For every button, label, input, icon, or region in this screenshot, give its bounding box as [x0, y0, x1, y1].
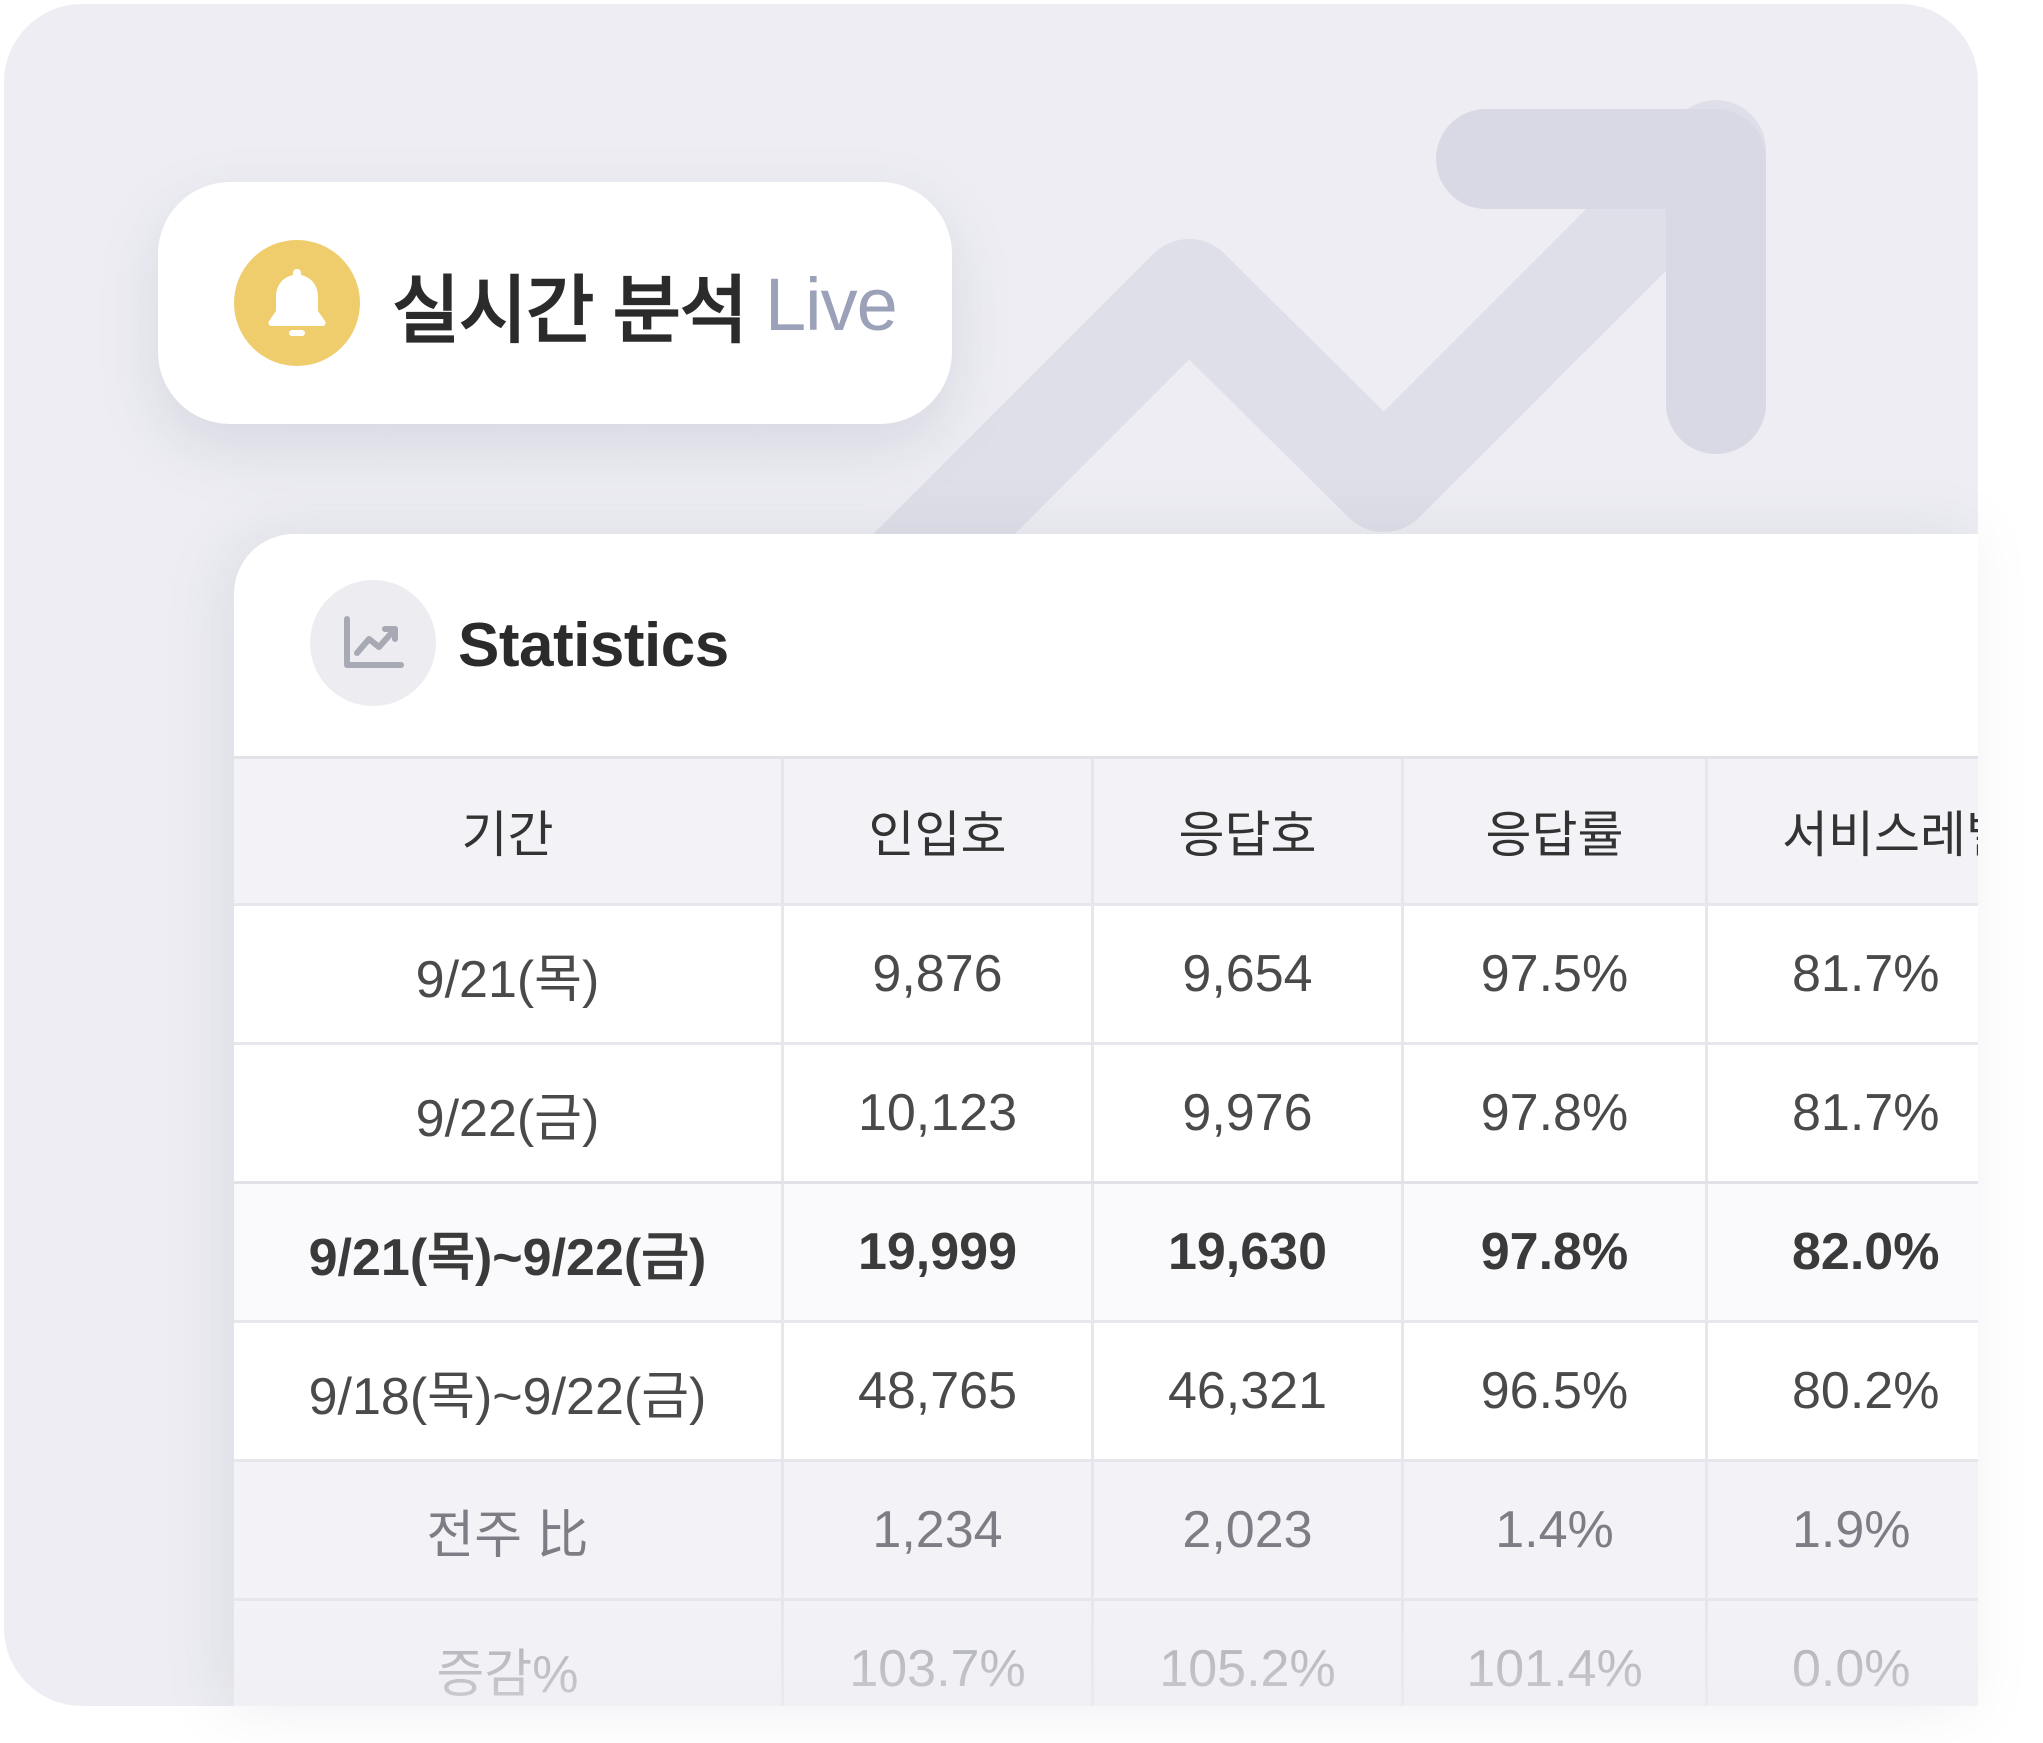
table-cell: 103.7% — [784, 1601, 1094, 1706]
table-cell: 전주 比 — [234, 1462, 784, 1598]
table-header-row: 기간 인입호 응답호 응답률 서비스레벨 — [234, 756, 1978, 903]
table-cell: 1.4% — [1404, 1462, 1708, 1598]
column-header: 서비스레벨 — [1782, 807, 1978, 863]
table-cell: 80.2% — [1792, 1362, 1940, 1420]
table-row-summary: 9/21(목)~9/22(금) 19,999 19,630 97.8% 82.0… — [234, 1181, 1978, 1320]
table-row: 9/21(목) 9,876 9,654 97.5% 81.7% — [234, 903, 1978, 1042]
table-row: 9/22(금) 10,123 9,976 97.8% 81.7% — [234, 1042, 1978, 1181]
table-cell: 9,976 — [1094, 1045, 1404, 1181]
bell-icon — [268, 269, 326, 336]
table-cell: 증감% — [234, 1601, 784, 1706]
live-title-text: 실시간 분석 — [392, 268, 748, 352]
column-header: 기간 — [234, 759, 784, 903]
table-cell: 105.2% — [1094, 1601, 1404, 1706]
column-header: 응답호 — [1094, 759, 1404, 903]
statistics-title: Statistics — [458, 610, 729, 680]
table-cell: 81.7% — [1792, 945, 1940, 1003]
live-analysis-title: 실시간 분석 Live — [392, 244, 898, 364]
chart-badge — [310, 580, 436, 706]
table-cell: 0.0% — [1792, 1640, 1911, 1698]
table-cell: 1.9% — [1792, 1501, 1911, 1559]
trend-arrow-icon — [804, 100, 1766, 674]
table-cell: 97.8% — [1404, 1184, 1708, 1320]
table-cell: 9/22(금) — [234, 1045, 784, 1181]
statistics-header: Statistics — [234, 534, 1978, 756]
table-cell: 97.8% — [1404, 1045, 1708, 1181]
bell-badge — [234, 240, 360, 366]
table-cell: 10,123 — [784, 1045, 1094, 1181]
live-analysis-card: 실시간 분석 Live — [158, 182, 952, 424]
column-header: 응답률 — [1404, 759, 1708, 903]
table-cell: 82.0% — [1792, 1223, 1940, 1281]
table-cell: 19,630 — [1094, 1184, 1404, 1320]
table-cell: 9,876 — [784, 906, 1094, 1042]
column-header: 인입호 — [784, 759, 1094, 903]
table-cell: 81.7% — [1792, 1084, 1940, 1142]
table-cell: 19,999 — [784, 1184, 1094, 1320]
table-cell: 101.4% — [1404, 1601, 1708, 1706]
live-badge-text: Live — [764, 262, 898, 346]
table-cell: 46,321 — [1094, 1323, 1404, 1459]
line-chart-icon — [344, 616, 404, 668]
statistics-card: Statistics 기간 인입호 응답호 응답률 서비스레벨 9/21(목) … — [234, 534, 1978, 1706]
statistics-table: 기간 인입호 응답호 응답률 서비스레벨 9/21(목) 9,876 9,654… — [234, 756, 1978, 1706]
table-cell: 97.5% — [1404, 906, 1708, 1042]
table-cell: 1,234 — [784, 1462, 1094, 1598]
table-cell: 9/21(목) — [234, 906, 784, 1042]
table-cell: 96.5% — [1404, 1323, 1708, 1459]
table-row: 9/18(목)~9/22(금) 48,765 46,321 96.5% 80.2… — [234, 1320, 1978, 1459]
table-row-change-percent: 증감% 103.7% 105.2% 101.4% 0.0% — [234, 1598, 1978, 1706]
table-cell: 48,765 — [784, 1323, 1094, 1459]
table-cell: 9,654 — [1094, 906, 1404, 1042]
table-row-comparison: 전주 比 1,234 2,023 1.4% 1.9% — [234, 1459, 1978, 1598]
table-cell: 2,023 — [1094, 1462, 1404, 1598]
table-cell: 9/21(목)~9/22(금) — [234, 1184, 784, 1320]
table-cell: 9/18(목)~9/22(금) — [234, 1323, 784, 1459]
